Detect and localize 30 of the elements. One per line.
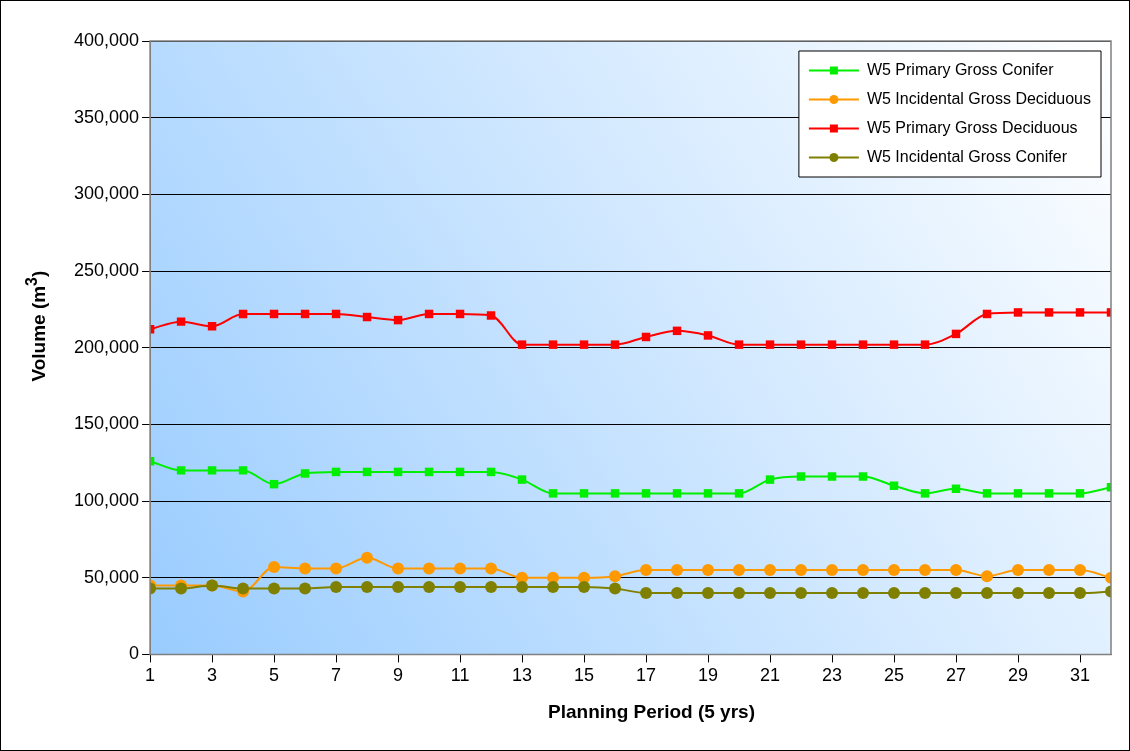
x-tick-label: 31 [1069, 665, 1091, 686]
legend-label: W5 Incidental Gross Conifer [866, 147, 1068, 165]
y-tick-label: 300,000 [73, 183, 140, 204]
x-tick-label: 15 [574, 665, 595, 686]
x-tick-label: 13 [512, 665, 533, 686]
x-tick-label: 11 [450, 665, 470, 686]
y-tick-label: 150,000 [73, 413, 140, 434]
legend-label: W5 Primary Gross Deciduous [866, 118, 1078, 136]
x-tick-label: 7 [331, 665, 342, 686]
y-tick-label: 100,000 [73, 490, 140, 511]
y-tick-label: 250,000 [73, 259, 140, 280]
x-tick-label: 21 [760, 665, 781, 686]
y-tick-label: 0 [129, 643, 140, 664]
x-tick-label: 19 [698, 665, 719, 686]
x-tick-label: 29 [1007, 665, 1029, 686]
x-tick-label: 9 [393, 665, 404, 686]
x-tick-label: 1 [145, 665, 156, 686]
x-tick-label: 27 [945, 665, 967, 686]
x-tick-label: 23 [822, 665, 843, 686]
y-tick-label: 50,000 [84, 566, 140, 587]
x-tick-label: 25 [884, 665, 905, 686]
y-tick-label: 350,000 [73, 106, 140, 127]
y-tick-label: 400,000 [73, 29, 140, 50]
x-tick-label: 5 [269, 665, 280, 686]
x-axis-title: Planning Period (5 yrs) [547, 701, 756, 723]
y-tick-label: 200,000 [73, 336, 140, 357]
legend-label: W5 Incidental Gross Deciduous [866, 89, 1092, 107]
x-tick-label: 17 [636, 665, 657, 686]
legend-label: W5 Primary Gross Conifer [866, 60, 1055, 78]
x-tick-label: 3 [207, 665, 218, 686]
